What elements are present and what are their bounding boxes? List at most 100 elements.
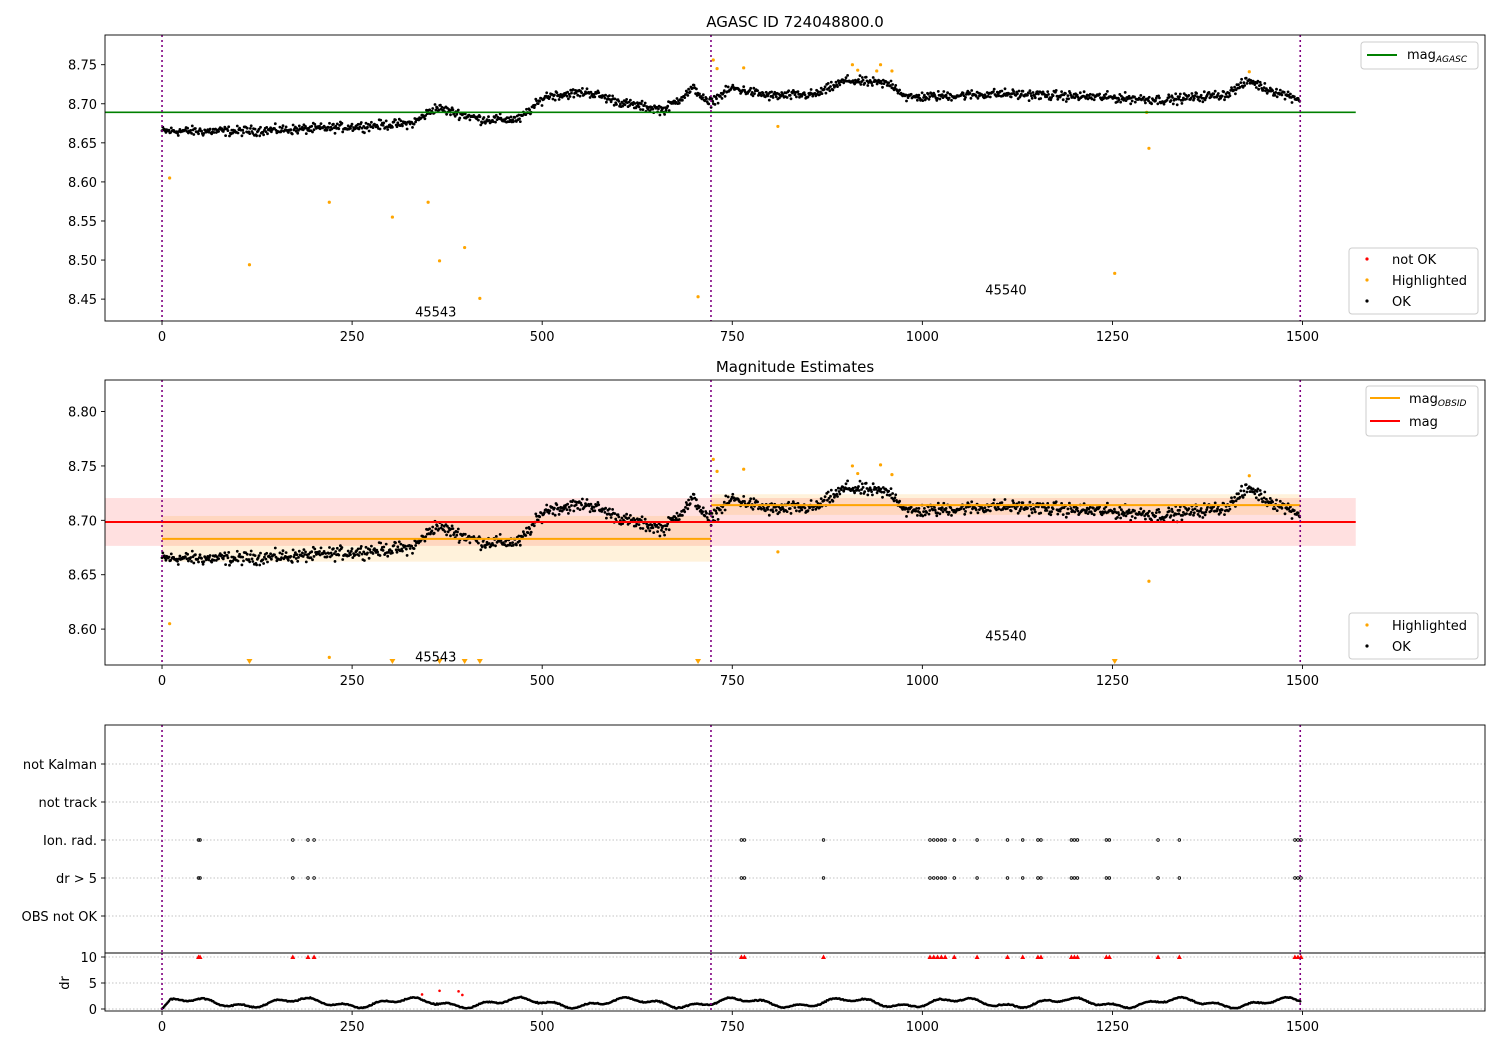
ok-point [842, 489, 846, 493]
ok-point [1254, 496, 1258, 500]
ok-point [651, 526, 655, 530]
ok-point [927, 512, 931, 516]
ok-point [1039, 97, 1043, 100]
ok-point [358, 125, 362, 129]
ok-point [1117, 513, 1121, 517]
ok-point [609, 516, 613, 519]
ok-point [242, 559, 245, 563]
ok-point [558, 509, 562, 513]
ok-point [574, 503, 578, 507]
ok-point [1127, 508, 1131, 512]
ok-point [898, 88, 901, 92]
ok-point [1009, 95, 1013, 99]
ok-point [1098, 92, 1101, 96]
ok-point [1133, 95, 1136, 99]
ok-point [327, 552, 331, 555]
ok-point [1181, 98, 1184, 102]
ok-point [781, 507, 785, 511]
x-tick-label: 1500 [1286, 674, 1319, 689]
ok-point [1030, 511, 1034, 515]
ok-point [1228, 94, 1232, 98]
obsid-annotation: 45543 [415, 306, 456, 321]
ok-point [898, 499, 901, 503]
ok-point [515, 120, 518, 123]
ok-point [921, 99, 925, 102]
ok-point [711, 99, 715, 103]
ok-point [1178, 508, 1181, 512]
clipped-marker [935, 954, 941, 959]
ok-point [698, 505, 701, 508]
ok-point [1264, 501, 1267, 504]
ok-point [894, 84, 898, 87]
ok-point [822, 498, 826, 502]
ok-point [1049, 513, 1053, 517]
ok-point [861, 486, 865, 489]
ok-point [307, 553, 310, 556]
obsid-annotation: 45540 [985, 284, 1026, 299]
highlighted-point [850, 63, 855, 67]
ok-point [674, 517, 678, 520]
ok-point [332, 552, 336, 555]
ok-point [789, 97, 793, 101]
ok-point [1241, 496, 1245, 499]
ok-point [480, 121, 484, 125]
legend-bottom-panel-2: Highlighted OK [1348, 612, 1479, 660]
ok-point [1261, 88, 1265, 92]
ok-point [646, 108, 650, 111]
ok-point [392, 120, 396, 124]
ok-point [259, 125, 262, 129]
ok-point [1019, 92, 1023, 96]
ok-point [293, 553, 296, 557]
ok-point [683, 510, 687, 514]
ok-point [1189, 96, 1193, 100]
ok-point [1233, 495, 1236, 499]
ok-point [803, 506, 807, 510]
ok-point [1162, 102, 1166, 106]
ok-point [394, 118, 397, 122]
x-tick-label: 250 [340, 674, 365, 689]
ok-point [535, 99, 538, 103]
ok-point [1203, 98, 1207, 102]
ok-point [1191, 94, 1195, 98]
highlighted-point [878, 63, 883, 67]
ok-point [692, 83, 696, 87]
ok-point [362, 550, 366, 554]
ok-point [287, 131, 290, 134]
ok-point [264, 130, 268, 134]
ok-point [266, 132, 269, 136]
ok-point [1199, 509, 1202, 512]
flag-point [739, 838, 744, 842]
ok-point [411, 551, 414, 555]
ok-point [291, 123, 295, 127]
x-tick-label: 250 [340, 330, 365, 345]
ok-point [808, 506, 811, 510]
ok-point [297, 129, 300, 132]
ok-point [548, 509, 552, 513]
ok-point [809, 88, 813, 91]
ok-point [1289, 92, 1292, 96]
clipped-marker [1005, 954, 1011, 959]
ok-point [1123, 91, 1127, 94]
ok-point [687, 87, 690, 91]
ok-point [715, 511, 718, 515]
legend-marker [1365, 278, 1369, 282]
ok-point [567, 512, 570, 515]
ok-point [829, 494, 832, 498]
ok-point [1167, 93, 1171, 97]
ok-point [412, 547, 416, 550]
highlighted-point [776, 124, 780, 129]
ok-point [301, 555, 305, 558]
ok-point [258, 134, 262, 138]
clipped-marker [1074, 954, 1080, 959]
legend-label: OK [1392, 640, 1411, 655]
ok-point [945, 510, 949, 514]
ok-point [1133, 100, 1137, 104]
ok-point [724, 84, 728, 88]
flag-point [306, 838, 310, 842]
ok-point [970, 89, 974, 92]
agasc-magnitude-panel: AGASC ID 724048800.0 0 250 500 750 1000 1250 1… [68, 13, 1486, 345]
ok-point [963, 512, 967, 516]
ok-point [771, 96, 775, 99]
ok-point [916, 514, 919, 517]
ok-point [829, 488, 833, 492]
